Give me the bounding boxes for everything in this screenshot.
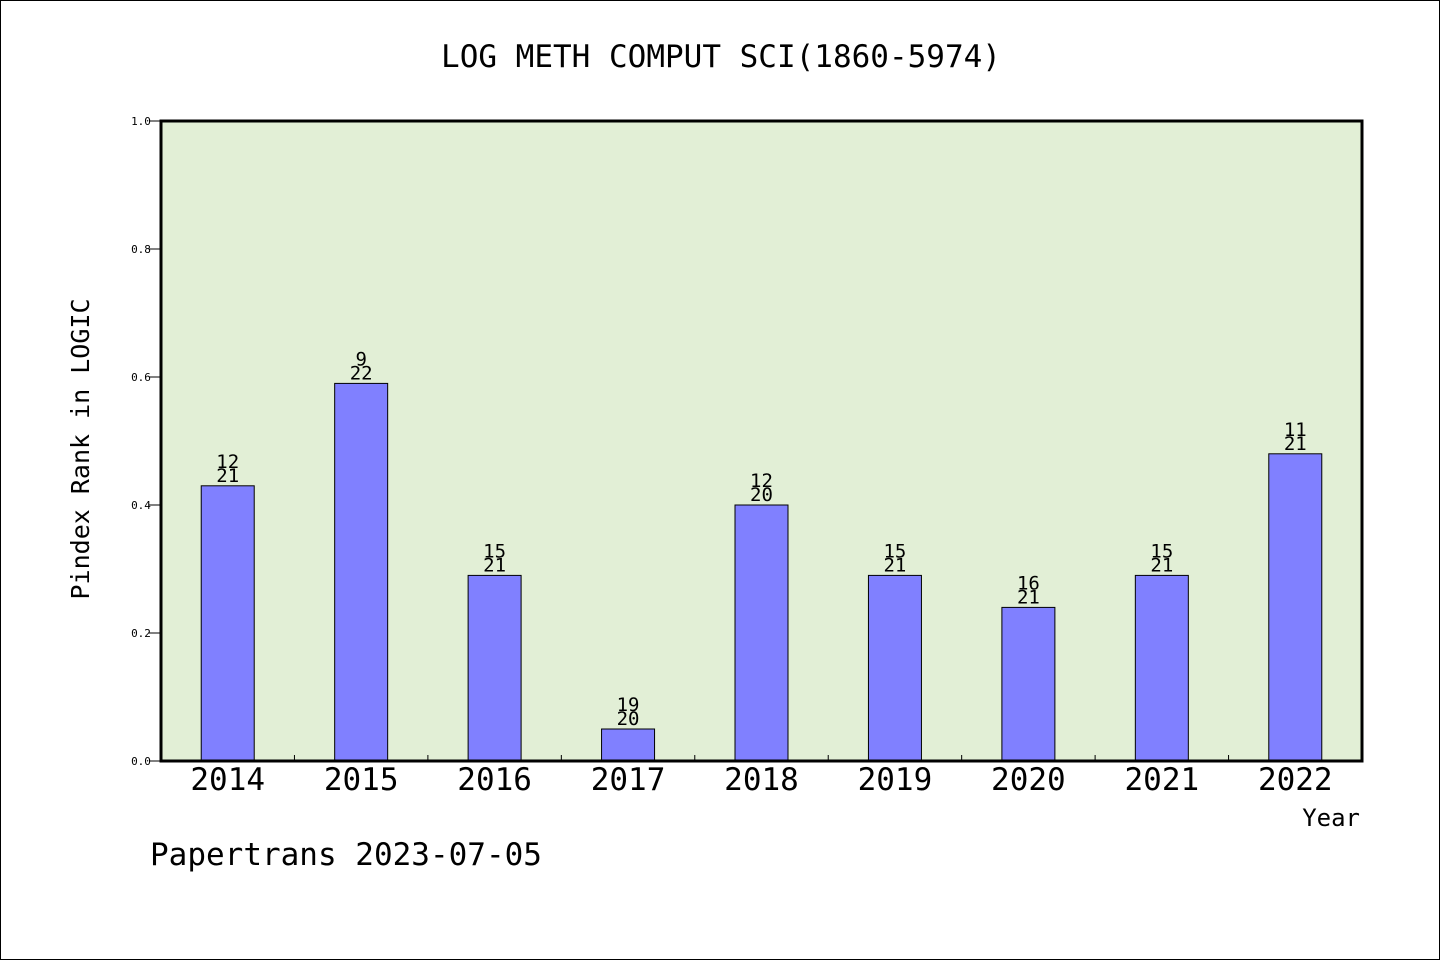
y-tick-label-0.8: 0.8 (131, 243, 151, 256)
x-tick-label-2021: 2021 (1125, 762, 1200, 798)
bar-label-top-2018: 12 (750, 470, 773, 492)
bar-label-bottom-2019: 21 (883, 554, 906, 576)
y-tick-label-1.0: 1.0 (131, 115, 151, 128)
bar-label-bottom-2020: 21 (1017, 586, 1040, 608)
bars-group (200, 382, 1323, 762)
bar-label-top-2014: 12 (216, 451, 239, 473)
bar-2018 (734, 504, 789, 762)
x-ticks-group: 2014 2015 2016 2017 2018 2019 2020 2021 2022 (190, 755, 1333, 798)
plot-border (159, 119, 1364, 763)
bar-label-bottom-2016: 21 (483, 554, 506, 576)
y-ticks-group: 0.0 0.2 0.4 0.6 0.8 1.0 (131, 115, 161, 768)
x-tick-label-2022: 2022 (1258, 762, 1333, 798)
bar-label-bottom-2014: 21 (216, 465, 239, 487)
bar-label-top-2015: 9 (355, 348, 366, 370)
y-tick-label-0.2: 0.2 (131, 627, 151, 640)
bar-label-bottom-2022: 21 (1284, 433, 1307, 455)
chart-title: LOG METH COMPUT SCI(1860-5974) (441, 39, 1001, 75)
footer-stamp: Papertrans 2023-07-05 (150, 837, 542, 873)
bar-2021 (1134, 574, 1189, 762)
x-tick-label-2016: 2016 (457, 762, 532, 798)
x-tick-label-2015: 2015 (324, 762, 399, 798)
x-tick-label-2020: 2020 (991, 762, 1066, 798)
bar-2020 (1001, 606, 1056, 762)
bar-2016 (467, 574, 522, 762)
bar-label-top-2019: 15 (883, 540, 906, 562)
y-tick-label-0.0: 0.0 (131, 755, 151, 768)
bar-2017 (601, 728, 656, 762)
x-axis-label: Year (1302, 804, 1360, 832)
y-axis-label: Pindex Rank in LOGIC (66, 298, 95, 599)
y-tick-label-0.6: 0.6 (131, 371, 151, 384)
x-tick-label-2019: 2019 (858, 762, 933, 798)
bar-label-top-2022: 11 (1284, 419, 1307, 441)
bar-label-bottom-2018: 20 (750, 484, 773, 506)
bar-2014 (200, 485, 255, 762)
bar-label-top-2021: 15 (1150, 540, 1173, 562)
bar-2022 (1268, 453, 1323, 762)
x-tick-label-2017: 2017 (591, 762, 666, 798)
bar-2015 (334, 382, 389, 762)
y-tick-label-0.4: 0.4 (131, 499, 151, 512)
bar-label-top-2016: 15 (483, 540, 506, 562)
bar-label-bottom-2021: 21 (1150, 554, 1173, 576)
bar-label-top-2020: 16 (1017, 572, 1040, 594)
bar-2019 (867, 574, 922, 762)
x-tick-label-2014: 2014 (190, 762, 265, 798)
bar-label-bottom-2015: 22 (350, 362, 373, 384)
x-tick-label-2018: 2018 (724, 762, 799, 798)
bar-label-top-2017: 19 (617, 694, 640, 716)
bar-label-bottom-2017: 20 (617, 708, 640, 730)
